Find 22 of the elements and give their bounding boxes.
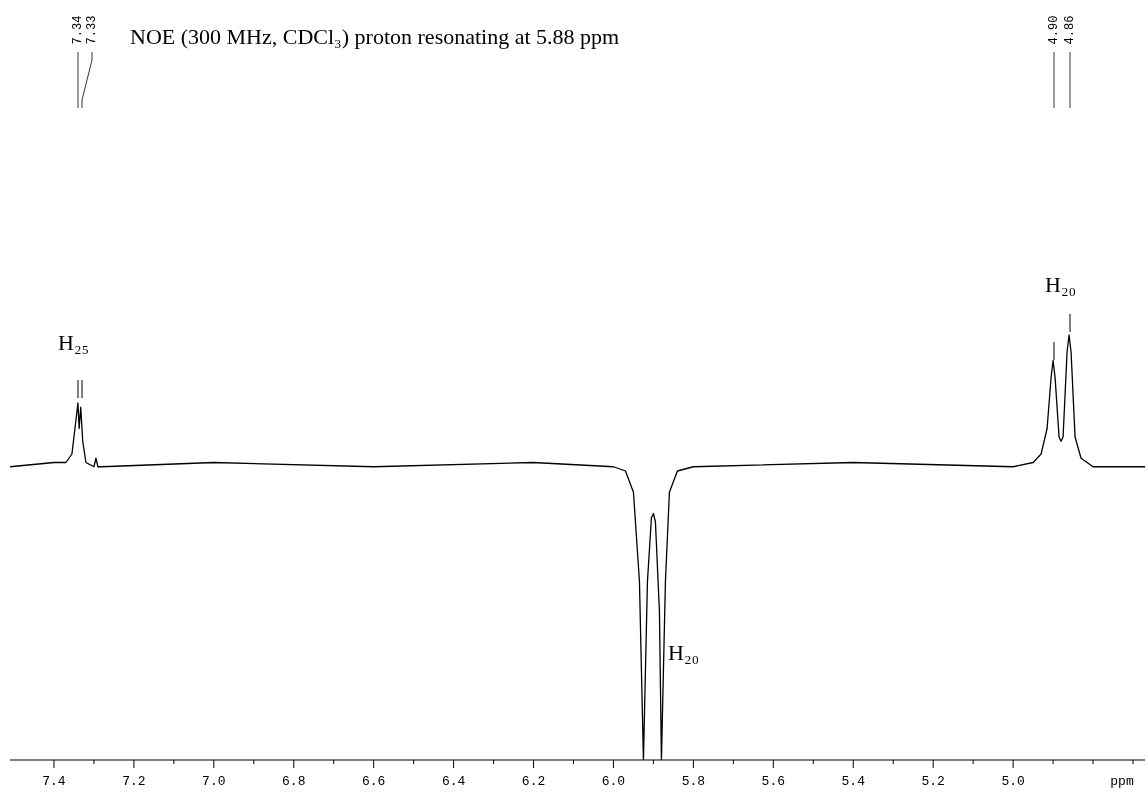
x-tick-label: 7.2 [122,774,146,789]
x-tick-label: 5.0 [1001,774,1025,789]
x-tick-label: 6.6 [361,774,386,789]
x-tick-label: 5.6 [761,774,786,789]
annotation: H₂₅ [58,330,90,355]
text: 4.90 [1047,15,1061,45]
annotation: H₂₀ [668,640,700,665]
text: 4.86 [1063,15,1077,45]
x-tick-label: 6.8 [282,774,306,789]
chart-title: NOE (300 MHz, CDCl₃) proton resonating at 5.88 ppm [130,24,620,49]
x-tick-label: 7.4 [42,774,66,789]
x-tick-label: 7.0 [202,774,226,789]
x-tick-label: 6.2 [521,774,546,789]
text: H₂₀ [1045,272,1077,297]
x-tick-label: 5.4 [841,774,866,789]
x-tick-label: 6.4 [441,774,466,789]
x-tick-label: 6.0 [601,774,626,789]
x-tick-label: 5.8 [681,774,706,789]
text: 7.33 [85,15,99,45]
x-tick-label: 5.2 [921,774,945,789]
x-axis-title: ppm [1110,774,1134,789]
text: 7.34 [71,15,85,45]
